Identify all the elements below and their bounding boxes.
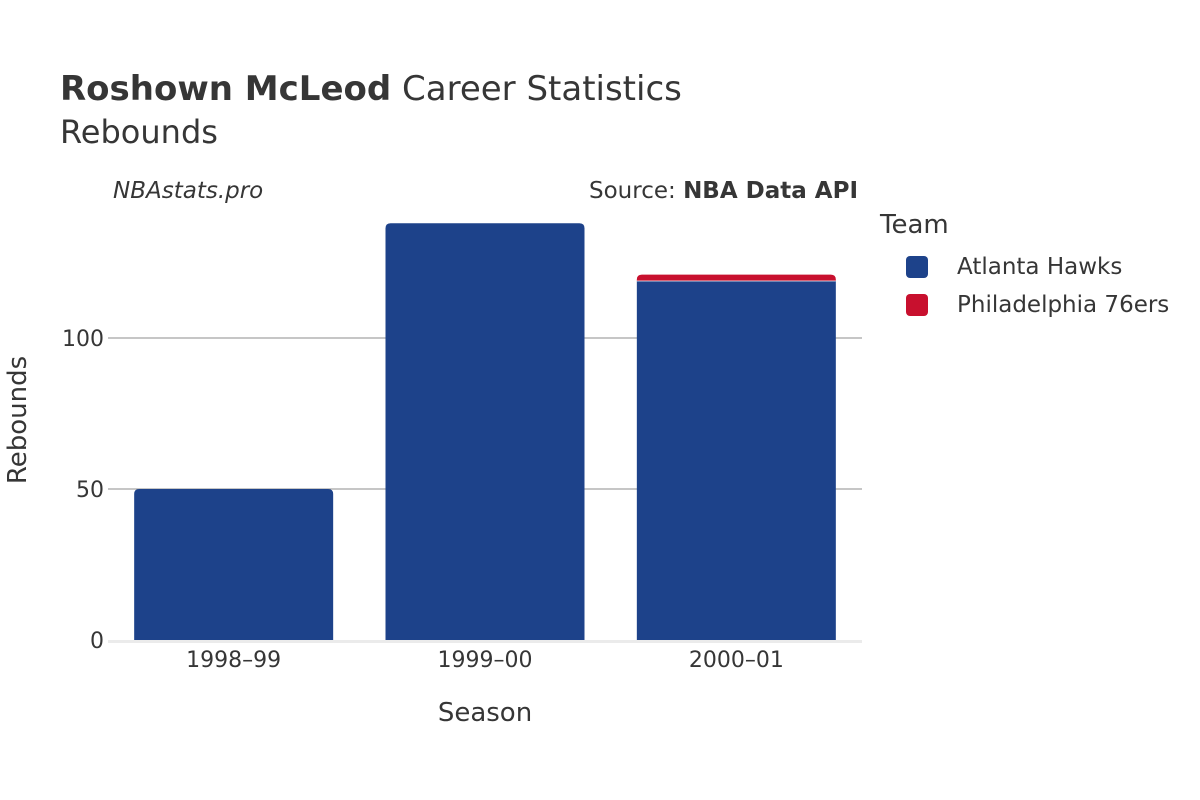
legend-item-philadelphia-76ers[interactable]: Philadelphia 76ers: [880, 286, 1169, 324]
legend-swatch-philadelphia-76ers: [906, 294, 928, 316]
bar-philadelphia-76ers-2000-01: [636, 274, 836, 281]
bar-atlanta-hawks-2000-01: [636, 280, 836, 640]
bar-atlanta-hawks-1999-00: [385, 223, 585, 641]
source-prefix: Source:: [589, 178, 684, 204]
legend-swatch-atlanta-hawks: [906, 256, 928, 278]
y-tick-label: 100: [62, 327, 104, 352]
y-tick-label: 50: [76, 478, 104, 503]
legend: Team Atlanta Hawks Philadelphia 76ers: [880, 208, 1169, 324]
player-name: Roshown McLeod: [60, 69, 392, 109]
x-tick-label: 2000–01: [689, 648, 784, 673]
legend-label: Philadelphia 76ers: [957, 292, 1170, 318]
chart-title: Roshown McLeod Career Statistics: [60, 68, 682, 110]
data-source: Source: NBA Data API: [589, 178, 858, 204]
y-tick-label: 0: [90, 629, 104, 654]
x-tick-label: 1999–00: [438, 648, 533, 673]
bar-atlanta-hawks-1998-99: [134, 489, 334, 640]
x-axis-title: Season: [438, 698, 532, 728]
legend-item-atlanta-hawks[interactable]: Atlanta Hawks: [880, 248, 1169, 286]
legend-label: Atlanta Hawks: [957, 254, 1123, 280]
title-rest: Career Statistics: [391, 69, 682, 109]
source-name: NBA Data API: [683, 178, 858, 204]
y-axis-title: Rebounds: [3, 356, 33, 484]
site-credit: NBAstats.pro: [113, 178, 264, 204]
x-tick-label: 1998–99: [186, 648, 281, 673]
legend-title: Team: [880, 210, 949, 240]
chart-subtitle: Rebounds: [60, 113, 218, 151]
